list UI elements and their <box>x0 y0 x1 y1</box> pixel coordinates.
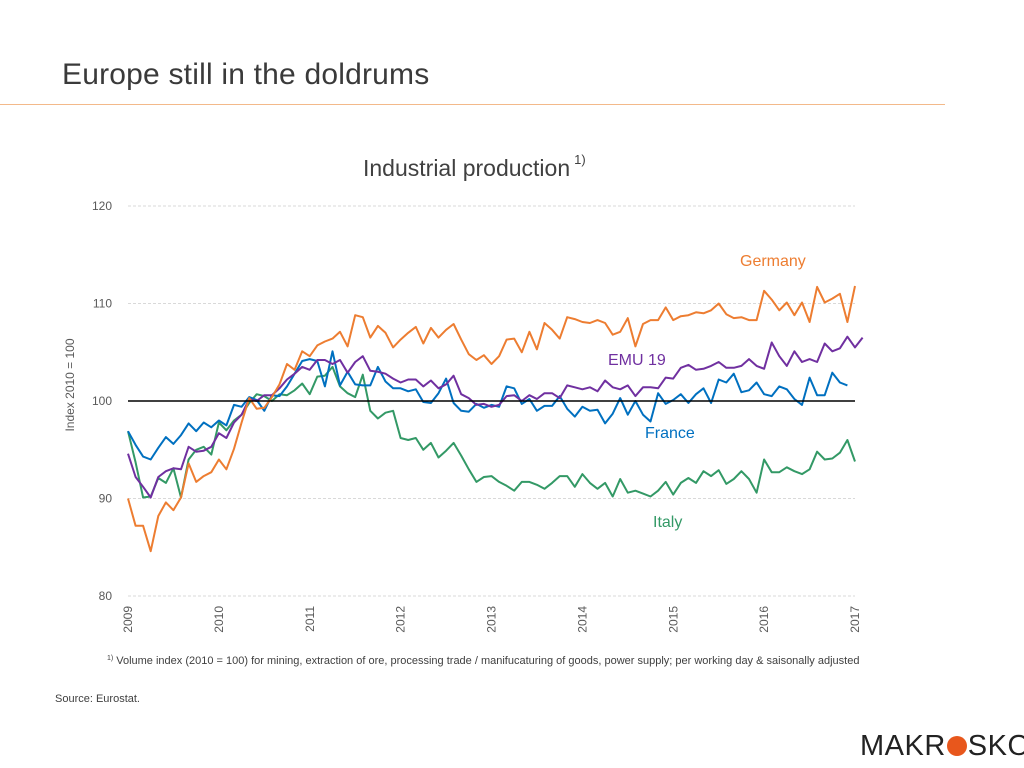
logo-text-left: MAKR <box>860 729 946 762</box>
makroskop-logo: MAKR SKOP <box>860 730 1024 762</box>
series-line-italy <box>127 365 856 499</box>
y-tick-label: 120 <box>92 199 112 213</box>
x-tick-label: 2016 <box>757 606 771 633</box>
x-tick-label: 2017 <box>848 606 862 633</box>
series-layer <box>127 285 864 553</box>
x-tick-label: 2014 <box>575 606 589 633</box>
y-tick-label: 90 <box>99 492 113 506</box>
footnote: 1) Volume index (2010 = 100) for mining, … <box>107 655 859 667</box>
x-axis: 2009 2010 2011 2012 2013 2014 2015 2016 2017 <box>121 606 862 633</box>
x-tick-label: 2010 <box>212 606 226 633</box>
chart-title-footnote-marker: 1) <box>574 152 586 167</box>
footnote-text: Volume index (2010 = 100) for mining, ex… <box>116 655 860 667</box>
series-label-italy: Italy <box>653 514 682 531</box>
title-divider <box>0 104 945 105</box>
y-tick-label: 80 <box>99 589 113 603</box>
series-line-germany <box>127 285 856 553</box>
slide-title: Europe still in the doldrums <box>62 58 430 91</box>
x-tick-label: 2009 <box>121 606 135 633</box>
series-label-france: France <box>645 425 695 442</box>
x-tick-label: 2015 <box>666 606 680 633</box>
footnote-marker: 1) <box>107 655 114 662</box>
x-tick-label: 2012 <box>394 606 408 633</box>
chart-title-text: Industrial production <box>363 155 571 181</box>
y-axis-label: Index 2010 = 100 <box>63 338 77 431</box>
logo-text-right: SKOP <box>967 729 1024 762</box>
logo-dot-icon <box>946 736 967 756</box>
y-tick-label: 110 <box>93 297 112 311</box>
source-note: Source: Eurostat. <box>55 693 140 705</box>
y-axis: 80 90 100 110 120 <box>92 199 112 603</box>
x-tick-label: 2011 <box>303 606 317 632</box>
y-tick-label: 100 <box>92 394 112 408</box>
series-label-emu19: EMU 19 <box>608 352 666 369</box>
x-tick-label: 2013 <box>485 606 499 633</box>
chart-title: Industrial production 1) <box>363 152 586 182</box>
series-label-germany: Germany <box>740 253 806 270</box>
